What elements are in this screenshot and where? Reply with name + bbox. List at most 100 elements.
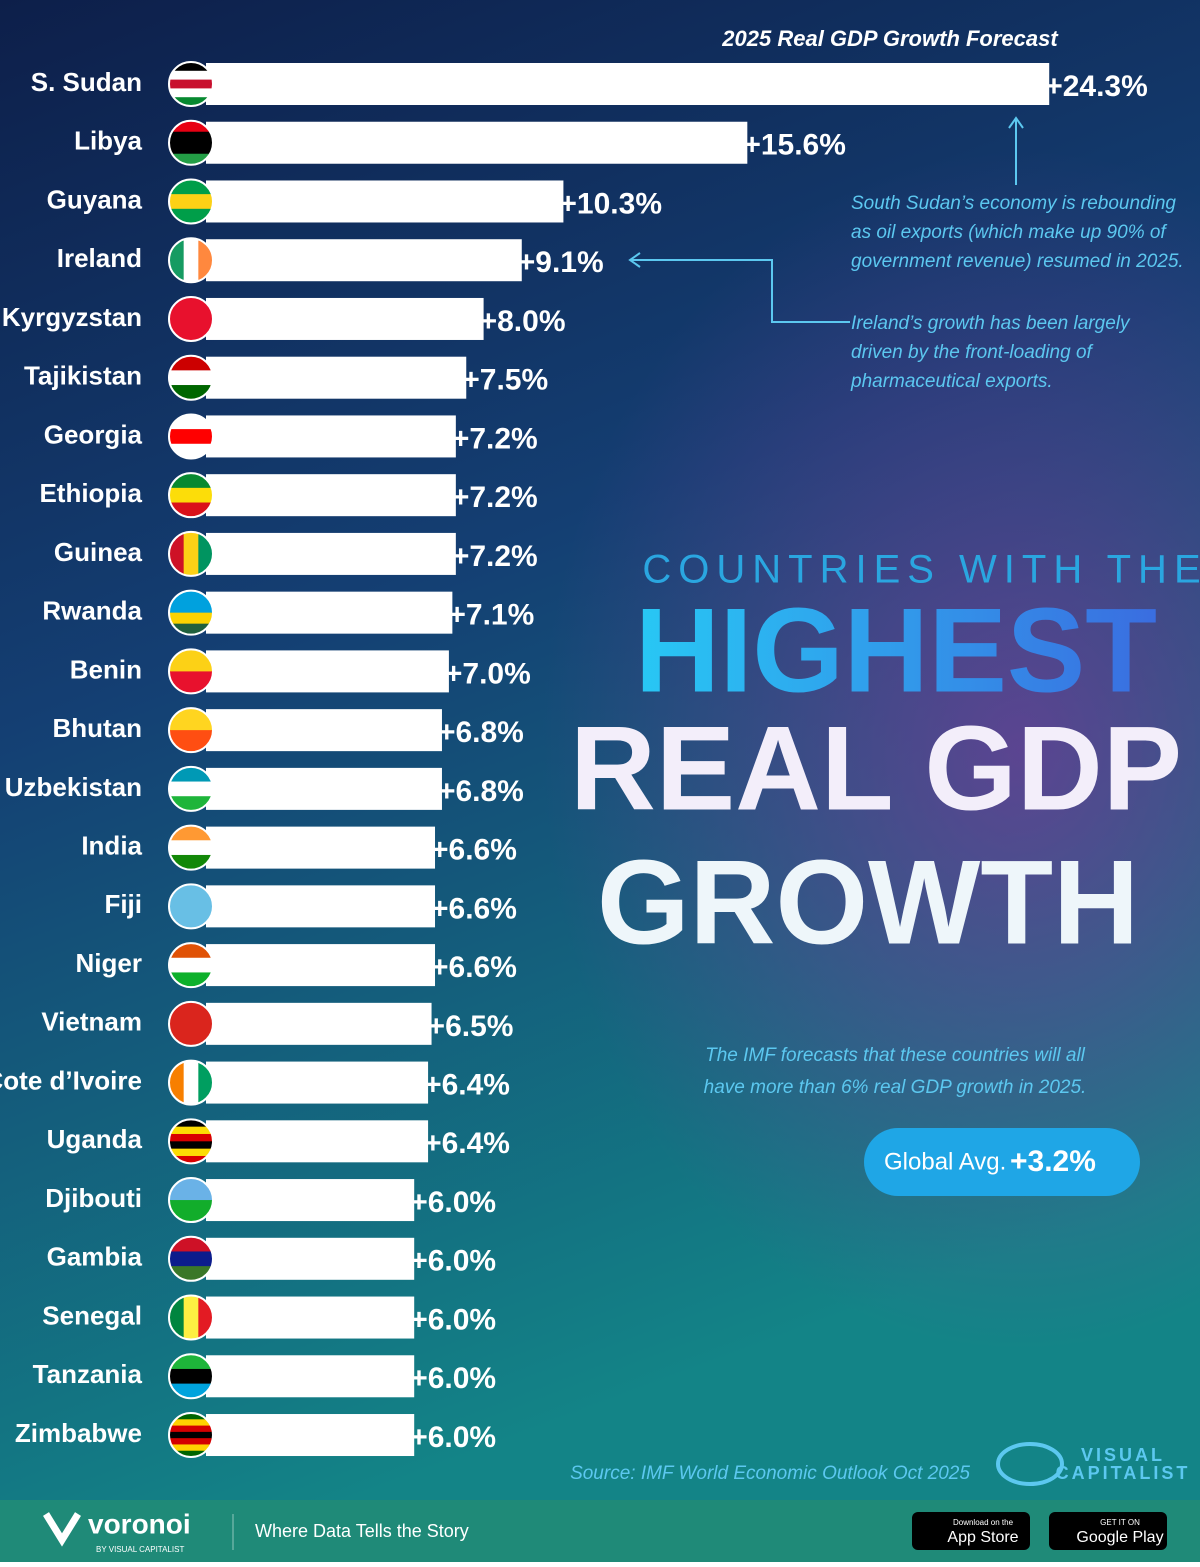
flag-stripe [183, 238, 199, 283]
category-label: Tajikistan [24, 361, 142, 391]
category-label: India [81, 830, 142, 860]
google-play-small: GET IT ON [1100, 1518, 1140, 1527]
flag-stripe [169, 884, 213, 929]
brand: CAPITALIST [1056, 1463, 1191, 1483]
flag-ring [168, 413, 214, 460]
chart-title: 2025 Real GDP Growth Forecast [721, 26, 1059, 51]
flag-ring [168, 61, 214, 107]
category-label: Gambia [47, 1242, 143, 1272]
value-label: +7.0% [445, 657, 531, 690]
app-store-badge[interactable] [912, 1512, 1030, 1550]
flag-stripe [169, 429, 213, 445]
source: Source: IMF World Economic Outlook Oct 2… [570, 1463, 970, 1484]
flag-stripe [169, 487, 213, 504]
value-label: +10.3% [559, 187, 662, 220]
bar [206, 239, 522, 282]
category-label: Guyana [47, 184, 143, 214]
brand: VISUAL [1081, 1445, 1165, 1465]
bar [206, 709, 442, 752]
flag-stripe [169, 1438, 213, 1445]
flag-stripe [169, 623, 213, 635]
flag-ring [168, 1235, 214, 1282]
annotation: South Sudan’s economy is rebounding [851, 193, 1176, 214]
headline: HIGHEST [635, 584, 1157, 718]
value-label: +6.6% [431, 951, 517, 984]
flag [169, 649, 213, 694]
flag-stripe [169, 296, 213, 341]
flag-stripe [169, 62, 213, 72]
flag-ring [168, 1412, 214, 1459]
flag-stripe [169, 120, 213, 133]
flag-stripe [169, 153, 213, 165]
global-avg-value: +3.2% [1010, 1145, 1096, 1178]
value-label: +6.8% [438, 716, 524, 749]
category-label: Uganda [47, 1124, 143, 1154]
flag-stripe [169, 1368, 213, 1385]
flag-stripe [169, 88, 213, 98]
flag-stripe [169, 1148, 213, 1157]
value-label: +6.6% [431, 892, 517, 925]
flag-stripe [169, 131, 213, 144]
google-play-badge[interactable] [1049, 1512, 1167, 1550]
value-label: +24.3% [1045, 70, 1148, 103]
flag-stripe [169, 708, 213, 731]
flag-ring [168, 1059, 214, 1106]
bar [206, 1237, 415, 1280]
bar [206, 297, 484, 340]
value-label: +6.4% [424, 1069, 510, 1102]
flag-stripe [169, 1431, 213, 1439]
flag-stripe [169, 1251, 213, 1267]
value-label: +9.1% [518, 246, 604, 279]
annotations: South Sudan’s economy is rebounding as oi… [628, 116, 1184, 392]
app-store-small: Download on the [953, 1518, 1014, 1527]
flag-stripe [169, 1200, 213, 1223]
bar [206, 1120, 429, 1163]
value-label: +7.2% [452, 422, 538, 455]
value-label: +6.0% [410, 1186, 496, 1219]
category-label: Djibouti [45, 1183, 142, 1213]
bar [206, 1002, 432, 1045]
value-label: +15.6% [743, 129, 846, 162]
flag [169, 1413, 213, 1458]
bar [206, 885, 436, 928]
value-label: +7.2% [452, 481, 538, 514]
bar [206, 63, 1050, 105]
headline-kicker: COUNTRIES WITH THE [642, 548, 1200, 592]
flag-ring [168, 824, 214, 871]
headline: REAL GDP [570, 702, 1182, 836]
headline: GROWTH [597, 836, 1139, 970]
category-label: Bhutan [52, 713, 142, 743]
category-label: Niger [76, 948, 142, 978]
flag-ring [168, 295, 214, 342]
flag-stripe [169, 957, 213, 973]
flag-stripe [169, 1001, 213, 1046]
flag-ring [168, 1177, 214, 1224]
bar [206, 591, 453, 634]
flag [169, 590, 213, 635]
value-label: +7.1% [448, 599, 534, 632]
bar [206, 826, 436, 869]
flag-stripe [169, 590, 213, 603]
google-play-big: Google Play [1076, 1529, 1163, 1546]
flag-stripe [169, 1155, 213, 1164]
flag-stripe [169, 1133, 213, 1142]
flag-stripe [169, 649, 213, 672]
flag-stripe [169, 1425, 213, 1433]
category-label: Guinea [54, 537, 143, 567]
flag-ring [168, 530, 214, 577]
category-label: Senegal [42, 1300, 142, 1330]
annotation: Ireland’s growth has been largely [851, 313, 1131, 334]
value-label: +8.0% [480, 305, 566, 338]
category-label: Benin [70, 654, 142, 684]
arrow [628, 252, 850, 323]
annotation: driven by the front-loading of [851, 342, 1094, 363]
value-label: +6.5% [428, 1010, 514, 1043]
flag-ring [168, 354, 214, 401]
flag-stripe [169, 1126, 213, 1135]
global-avg-label: Global Avg. [884, 1148, 1006, 1175]
footer-tagline: Where Data Tells the Story [255, 1521, 469, 1541]
flag-ring [168, 237, 214, 284]
flag-stripe [169, 840, 213, 856]
category-label: S. Sudan [31, 67, 142, 97]
